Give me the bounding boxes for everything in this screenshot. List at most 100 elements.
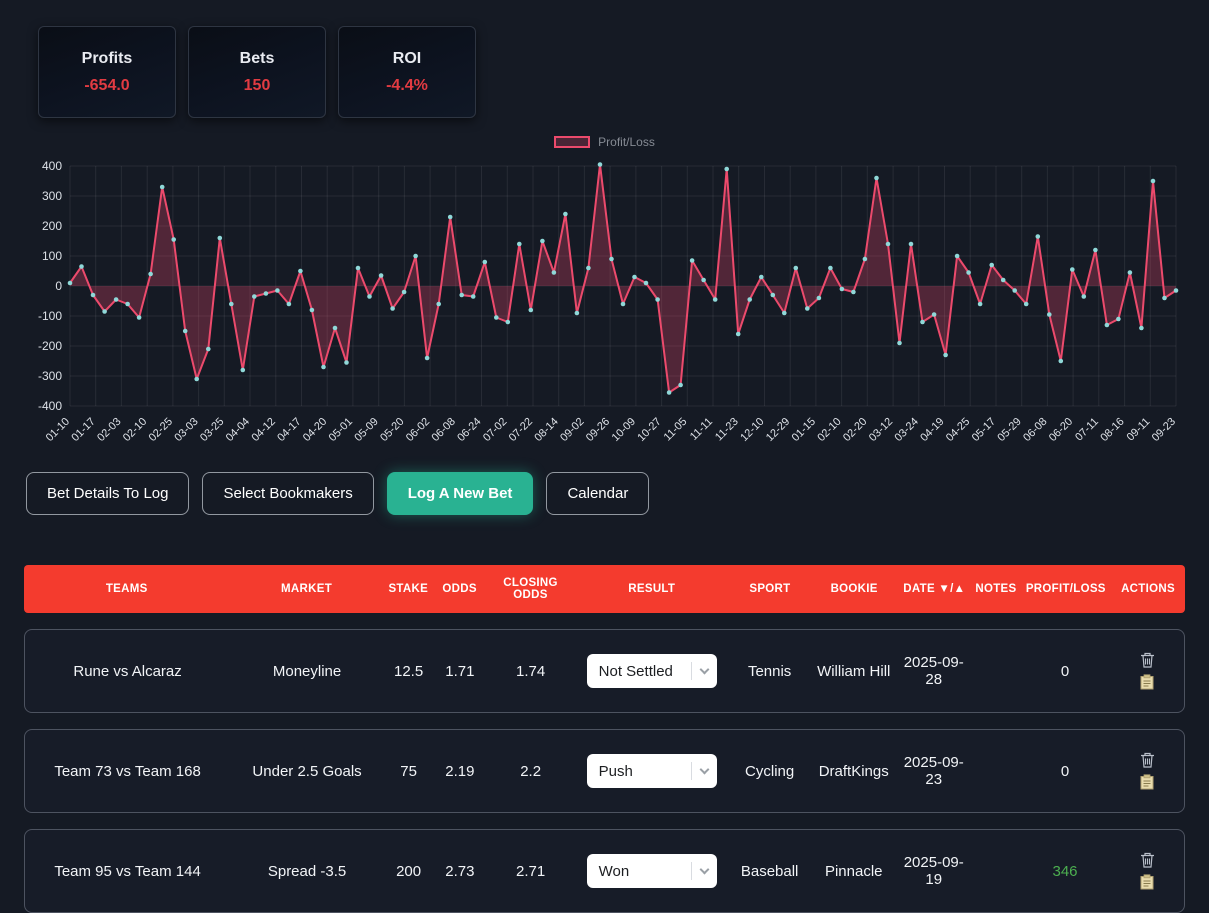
svg-text:06-08: 06-08: [430, 416, 458, 444]
cell-bookie: Pinnacle: [824, 862, 883, 880]
svg-text:11-23: 11-23: [713, 416, 741, 444]
result-select-value: Push: [598, 762, 633, 780]
header-profit-loss: PROFIT/LOSS: [1025, 583, 1106, 595]
svg-text:02-20: 02-20: [841, 416, 869, 444]
svg-text:-100: -100: [38, 309, 62, 323]
cell-sport: Cycling: [745, 762, 795, 780]
result-select[interactable]: Won: [586, 854, 717, 888]
svg-text:09-23: 09-23: [1150, 416, 1178, 444]
svg-text:05-17: 05-17: [970, 416, 998, 444]
cell-market: Moneyline: [272, 662, 342, 680]
svg-text:05-09: 05-09: [352, 416, 380, 444]
svg-text:03-25: 03-25: [198, 416, 226, 444]
select-bookmakers-button[interactable]: Select Bookmakers: [202, 472, 374, 515]
log-a-new-bet-button[interactable]: Log A New Bet: [386, 472, 534, 515]
svg-text:11-05: 11-05: [662, 416, 690, 444]
svg-text:02-03: 02-03: [95, 416, 123, 444]
header-teams: TEAMS: [105, 583, 148, 595]
legend-swatch: [554, 136, 591, 148]
cell-closing-odds: 1.74: [516, 662, 546, 680]
notepad-icon: [1140, 774, 1154, 793]
cell-actions: [1110, 650, 1184, 692]
result-select[interactable]: Not Settled: [586, 654, 717, 688]
svg-text:04-20: 04-20: [301, 416, 329, 444]
trash-icon: [1140, 852, 1155, 871]
cell-closing-odds: 2.71: [516, 862, 546, 880]
header-market: MARKET: [281, 583, 333, 595]
svg-text:09-02: 09-02: [558, 416, 586, 444]
svg-text:0: 0: [55, 279, 62, 293]
bet-details-to-log-button[interactable]: Bet Details To Log: [26, 472, 190, 515]
stat-label: Profits: [81, 49, 133, 67]
note-button[interactable]: [1140, 774, 1154, 790]
buttons-row: Bet Details To Log Select Bookmakers Log…: [26, 472, 1185, 515]
chevron-down-icon: [690, 662, 710, 680]
cell-odds: 2.19: [445, 762, 475, 780]
svg-text:02-25: 02-25: [147, 416, 175, 444]
svg-text:07-02: 07-02: [481, 416, 509, 444]
cell-sport: Tennis: [747, 662, 792, 680]
svg-text:07-11: 07-11: [1073, 416, 1101, 444]
svg-text:03-24: 03-24: [893, 416, 921, 444]
svg-text:100: 100: [42, 249, 62, 263]
cell-teams: Team 73 vs Team 168: [54, 762, 201, 780]
trash-icon: [1140, 652, 1155, 671]
svg-text:04-25: 04-25: [944, 416, 972, 444]
cell-date: 2025-09-19: [903, 854, 964, 888]
legend-label: Profit/Loss: [598, 135, 655, 149]
header-result: RESULT: [628, 583, 676, 595]
chevron-down-icon: [690, 762, 710, 780]
result-select-value: Won: [598, 862, 630, 880]
table-row: Rune vs Alcaraz Moneyline 12.5 1.71 1.74…: [24, 629, 1185, 713]
cell-closing-odds: 2.2: [520, 762, 542, 780]
cell-actions: [1110, 850, 1184, 892]
delete-bet-button[interactable]: [1140, 852, 1155, 868]
svg-text:03-03: 03-03: [172, 416, 200, 444]
result-select[interactable]: Push: [586, 754, 717, 788]
delete-bet-button[interactable]: [1140, 752, 1155, 768]
cell-date: 2025-09-23: [903, 754, 964, 788]
trash-icon: [1140, 752, 1155, 771]
header-closing-odds: CLOSING ODDS: [503, 577, 558, 601]
stat-value: -4.4%: [386, 76, 428, 94]
cell-profit-loss: 0: [1060, 662, 1070, 680]
svg-text:06-02: 06-02: [404, 416, 432, 444]
svg-text:01-10: 01-10: [44, 416, 72, 444]
note-button[interactable]: [1140, 874, 1154, 890]
cell-notes: [971, 669, 1020, 673]
svg-text:04-12: 04-12: [250, 416, 278, 444]
chart-legend[interactable]: Profit/Loss: [24, 134, 1185, 150]
svg-text:06-20: 06-20: [1047, 416, 1075, 444]
stat-label: ROI: [392, 49, 422, 67]
cell-market: Under 2.5 Goals: [252, 762, 362, 780]
svg-text:01-17: 01-17: [69, 416, 97, 444]
svg-text:12-29: 12-29: [764, 416, 792, 444]
cell-stake: 75: [400, 762, 417, 780]
stat-card-profits: Profits -654.0: [38, 26, 176, 118]
header-date-sort[interactable]: DATE ▼/▲: [903, 583, 966, 595]
stats-row: Profits -654.0 Bets 150 ROI -4.4%: [38, 26, 1185, 118]
svg-text:04-17: 04-17: [275, 416, 303, 444]
svg-text:12-10: 12-10: [738, 416, 766, 444]
svg-text:02-10: 02-10: [121, 416, 149, 444]
svg-text:05-29: 05-29: [995, 416, 1023, 444]
delete-bet-button[interactable]: [1140, 652, 1155, 668]
cell-notes: [971, 769, 1020, 773]
notepad-icon: [1140, 874, 1154, 893]
stat-card-bets: Bets 150: [188, 26, 326, 118]
line-chart: 4003002001000-100-200-300-40001-1001-170…: [38, 159, 1179, 444]
note-button[interactable]: [1140, 674, 1154, 690]
profit-loss-chart: Profit/Loss 400 300 200 100 0 -100 -200 -300 -40…: [24, 134, 1185, 464]
cell-notes: [971, 869, 1020, 873]
cell-sport: Baseball: [740, 862, 799, 880]
svg-text:200: 200: [42, 219, 62, 233]
svg-text:09-26: 09-26: [584, 416, 612, 444]
cell-teams: Team 95 vs Team 144: [54, 862, 201, 880]
cell-odds: 1.71: [445, 662, 475, 680]
svg-text:04-04: 04-04: [224, 416, 252, 444]
svg-text:02-10: 02-10: [815, 416, 843, 444]
svg-text:10-27: 10-27: [635, 416, 663, 444]
table-row: Team 95 vs Team 144 Spread -3.5 200 2.73…: [24, 829, 1185, 913]
calendar-button[interactable]: Calendar: [546, 472, 650, 515]
svg-text:03-12: 03-12: [867, 416, 895, 444]
